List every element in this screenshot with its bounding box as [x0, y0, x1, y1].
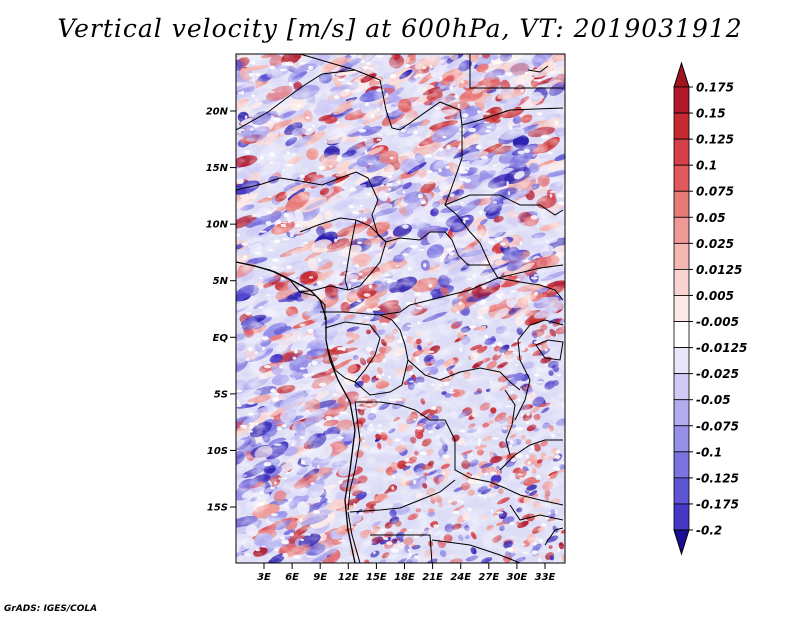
- lat-tick-label: 10S: [207, 446, 228, 457]
- colorbar-swatch: [673, 503, 690, 531]
- colorbar-swatch: [673, 373, 690, 401]
- country-borders: [236, 54, 564, 563]
- lon-tick-label: 9E: [313, 572, 327, 583]
- colorbar-swatch: [673, 347, 690, 375]
- latitude-axis: 20N 15N 10N 5N EQ 5S 10S 15S: [206, 107, 236, 514]
- lon-tick-label: 18E: [394, 572, 415, 583]
- field-texture: [236, 54, 565, 563]
- lat-tick-label: 5S: [214, 389, 228, 400]
- lat-tick-label: 15S: [207, 503, 228, 514]
- colorbar-swatch: [673, 216, 690, 244]
- colorbar-swatch: [673, 295, 690, 322]
- lon-tick-label: 6E: [285, 572, 299, 583]
- colorbar-bottom-arrow: [673, 529, 690, 556]
- colorbar-swatch: [673, 451, 690, 479]
- colorbar-swatch: [673, 399, 690, 427]
- colorbar-swatch: [673, 269, 690, 296]
- colorbar-label: -0.125: [696, 471, 739, 485]
- chart-title: Vertical velocity [m/s] at 600hPa, VT: 2…: [57, 14, 743, 43]
- colorbar-swatch: [673, 86, 690, 114]
- colorbar-label: 0.0125: [696, 263, 742, 277]
- colorbar-swatch: [673, 190, 690, 218]
- colorbar-swatch: [673, 321, 690, 348]
- lon-tick-label: 24E: [450, 572, 471, 583]
- map-frame: [235, 53, 566, 564]
- colorbar-label: -0.2: [696, 524, 722, 538]
- colorbar-label: 0.125: [696, 133, 734, 147]
- colorbar-label: -0.05: [696, 393, 731, 407]
- colorbar-label: -0.025: [696, 367, 739, 381]
- colorbar-label: -0.005: [696, 315, 739, 329]
- colorbar-swatch: [673, 477, 690, 505]
- colorbar-swatch: [673, 242, 690, 270]
- coastline: [236, 261, 356, 563]
- colorbar-label: 0.025: [696, 237, 734, 251]
- colorbar-swatch: [673, 164, 690, 192]
- colorbar-swatch: [673, 112, 690, 140]
- lat-tick-label: 20N: [206, 107, 229, 118]
- lon-tick-label: 15E: [366, 572, 387, 583]
- longitude-axis: 3E 6E 9E 12E 15E 18E 21E 24E 27E 30E 33E: [257, 563, 556, 583]
- colorbar-label: 0.175: [696, 81, 734, 95]
- colorbar-swatch: [673, 425, 690, 453]
- grads-credit: GrADS: IGES/COLA: [4, 604, 98, 614]
- colorbar-label: -0.075: [696, 419, 739, 433]
- colorbar-swatch: [673, 138, 690, 166]
- colorbar-label: -0.0125: [696, 341, 747, 355]
- lon-tick-label: 33E: [535, 572, 556, 583]
- colorbar-label: 0.05: [696, 211, 726, 225]
- colorbar-label: 0.15: [696, 107, 726, 121]
- lat-tick-label: EQ: [213, 333, 229, 344]
- lon-tick-label: 3E: [257, 572, 271, 583]
- colorbar-label: 0.075: [696, 185, 734, 199]
- colorbar-label: 0.1: [696, 159, 717, 173]
- colorbar-top-arrow: [673, 61, 690, 88]
- lon-tick-label: 12E: [338, 572, 359, 583]
- lat-tick-label: 5N: [213, 276, 229, 287]
- lat-tick-label: 15N: [206, 163, 229, 174]
- colorbar-label: -0.175: [696, 497, 739, 511]
- lon-tick-label: 30E: [507, 572, 528, 583]
- lat-tick-label: 10N: [206, 220, 229, 231]
- colorbar-label: 0.005: [696, 289, 734, 303]
- lon-tick-label: 27E: [478, 572, 499, 583]
- colorbar-label: -0.1: [696, 445, 722, 459]
- colorbar: 0.175 0.15 0.125 0.1 0.075 0.05 0.025 0.0125 0.0…: [673, 61, 747, 556]
- lon-tick-label: 21E: [422, 572, 443, 583]
